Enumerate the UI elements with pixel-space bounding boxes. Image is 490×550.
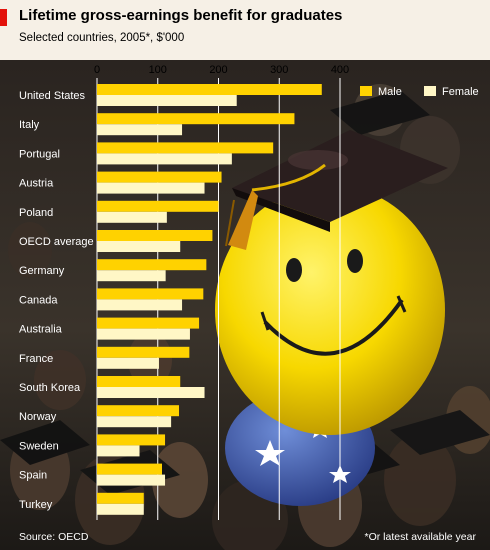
bar-male bbox=[97, 200, 219, 212]
bar-female bbox=[97, 328, 190, 340]
bar-female bbox=[97, 445, 140, 457]
bar-female bbox=[97, 153, 232, 165]
legend-label-male: Male bbox=[378, 86, 402, 98]
chart-subtitle: Selected countries, 2005*, $'000 bbox=[19, 32, 185, 44]
bar-female bbox=[97, 211, 167, 223]
bar-male bbox=[97, 492, 144, 504]
category-label: France bbox=[19, 353, 53, 365]
category-label: Austria bbox=[19, 178, 54, 190]
category-label: United States bbox=[19, 90, 86, 102]
legend-swatch-female bbox=[424, 86, 436, 96]
category-labels: United States Italy Portugal Austria Poland O… bbox=[19, 90, 94, 511]
category-label: Norway bbox=[19, 411, 57, 423]
category-label: Turkey bbox=[19, 499, 53, 511]
legend: Male Female bbox=[360, 86, 479, 98]
category-label: South Korea bbox=[19, 382, 81, 394]
x-tick-label: 100 bbox=[149, 64, 167, 76]
x-tick-label: 200 bbox=[209, 64, 227, 76]
bar-male bbox=[97, 405, 180, 417]
category-label: Poland bbox=[19, 207, 53, 219]
x-tick-label: 0 bbox=[94, 64, 100, 76]
category-label: Sweden bbox=[19, 440, 59, 452]
category-label: Australia bbox=[19, 324, 63, 336]
bar-female bbox=[97, 241, 181, 252]
legend-swatch-male bbox=[360, 86, 372, 96]
bar-female bbox=[97, 387, 205, 398]
category-label: OECD average bbox=[19, 236, 94, 248]
category-label: Portugal bbox=[19, 148, 60, 160]
bar-male bbox=[97, 288, 204, 300]
category-label: Canada bbox=[19, 294, 58, 306]
bar-male bbox=[97, 84, 322, 95]
category-label: Germany bbox=[19, 265, 65, 277]
bar-female bbox=[97, 299, 183, 311]
footnote: *Or latest available year bbox=[365, 531, 477, 543]
bar-female bbox=[97, 124, 183, 136]
bar-male bbox=[97, 142, 274, 154]
bar-male bbox=[97, 376, 181, 387]
legend-label-female: Female bbox=[442, 86, 479, 98]
bar-female bbox=[97, 182, 205, 194]
x-axis-ticks: 0 100 200 300 400 bbox=[94, 64, 349, 76]
bar-female bbox=[97, 270, 166, 282]
bar-male bbox=[97, 113, 295, 125]
source-note: Source: OECD bbox=[19, 531, 89, 543]
x-tick-label: 300 bbox=[270, 64, 288, 76]
bar-female bbox=[97, 503, 144, 515]
bars bbox=[97, 84, 322, 515]
chart-title: Lifetime gross-earnings benefit for grad… bbox=[19, 7, 343, 24]
bar-female bbox=[97, 474, 166, 486]
crowd-heads bbox=[0, 84, 490, 550]
bar-male bbox=[97, 463, 163, 475]
bar-female bbox=[97, 416, 172, 428]
bar-male bbox=[97, 171, 222, 183]
bar-male bbox=[97, 259, 207, 271]
bar-male bbox=[97, 230, 213, 241]
bar-male bbox=[97, 317, 200, 329]
category-label: Italy bbox=[19, 119, 40, 131]
x-tick-label: 400 bbox=[331, 64, 349, 76]
title-block: Lifetime gross-earnings benefit for grad… bbox=[0, 0, 490, 60]
bar-female bbox=[97, 357, 159, 369]
category-label: Spain bbox=[19, 470, 47, 482]
bar-male bbox=[97, 346, 190, 358]
bar-male bbox=[97, 434, 166, 446]
accent-tab bbox=[0, 9, 7, 26]
bar-female bbox=[97, 95, 237, 106]
